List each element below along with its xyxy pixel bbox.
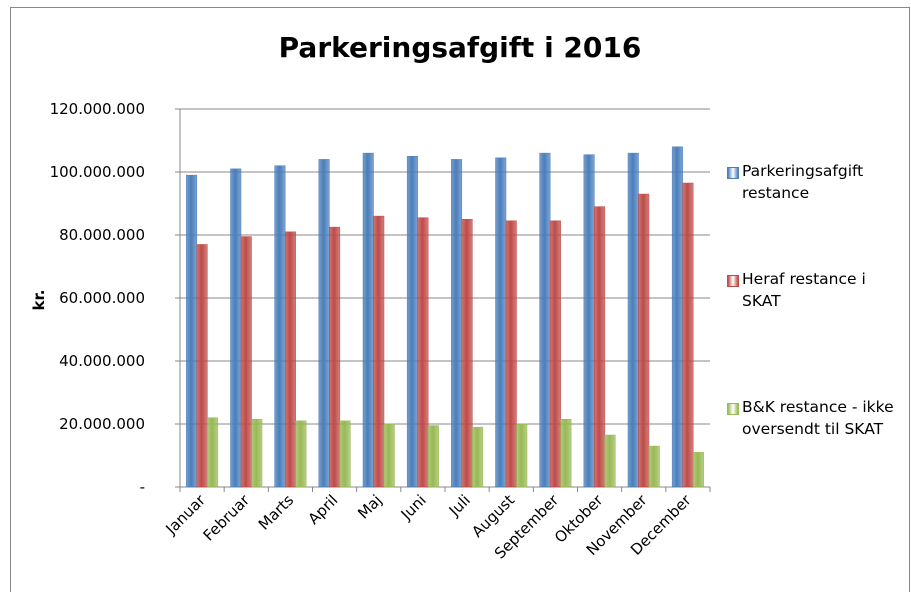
bar — [186, 174, 198, 488]
bar — [329, 226, 341, 488]
bar — [274, 165, 286, 488]
y-tick-label: - — [140, 478, 145, 496]
bar — [427, 425, 439, 488]
bar — [505, 220, 517, 488]
bar — [339, 420, 351, 488]
bar — [495, 157, 507, 488]
bar — [451, 159, 463, 488]
bar — [583, 154, 595, 488]
bar — [461, 219, 473, 488]
bar — [251, 419, 263, 488]
bar — [648, 445, 660, 488]
bar — [472, 426, 484, 488]
bar — [240, 236, 252, 488]
bar — [318, 159, 330, 488]
bar — [682, 182, 694, 488]
bar — [627, 152, 639, 488]
y-axis-label: kr. — [30, 290, 48, 311]
legend-marker — [727, 275, 739, 287]
bar — [549, 220, 561, 488]
y-tick-label: 80.000.000 — [59, 226, 145, 244]
bar — [406, 156, 418, 488]
y-tick-label: 60.000.000 — [59, 289, 145, 307]
bar — [383, 423, 395, 488]
y-tick-label: 40.000.000 — [59, 352, 145, 370]
legend-marker — [727, 167, 739, 179]
y-tick-label: 100.000.000 — [50, 163, 145, 181]
bar — [196, 244, 208, 488]
bar — [373, 215, 385, 488]
bar — [207, 417, 219, 488]
legend-marker — [727, 403, 739, 415]
bar — [230, 168, 242, 488]
y-tick-label: 120.000.000 — [50, 100, 145, 118]
legend-label: B&K restance - ikke oversendt til SKAT — [742, 398, 894, 438]
legend-label: Heraf restance i SKAT — [742, 270, 866, 310]
bar — [692, 452, 704, 488]
bar — [362, 152, 374, 488]
bar — [516, 423, 528, 488]
bar — [295, 420, 307, 488]
bar — [604, 434, 616, 488]
bar — [638, 193, 650, 488]
legend-label: Parkeringsafgift restance — [742, 162, 864, 202]
bar — [284, 231, 296, 488]
bar — [417, 217, 429, 488]
bar — [539, 152, 551, 488]
y-tick-label: 20.000.000 — [59, 415, 145, 433]
chart-title: Parkeringsafgift i 2016 — [279, 31, 642, 64]
bar — [560, 419, 572, 488]
bar — [594, 206, 606, 488]
bar — [671, 146, 683, 488]
